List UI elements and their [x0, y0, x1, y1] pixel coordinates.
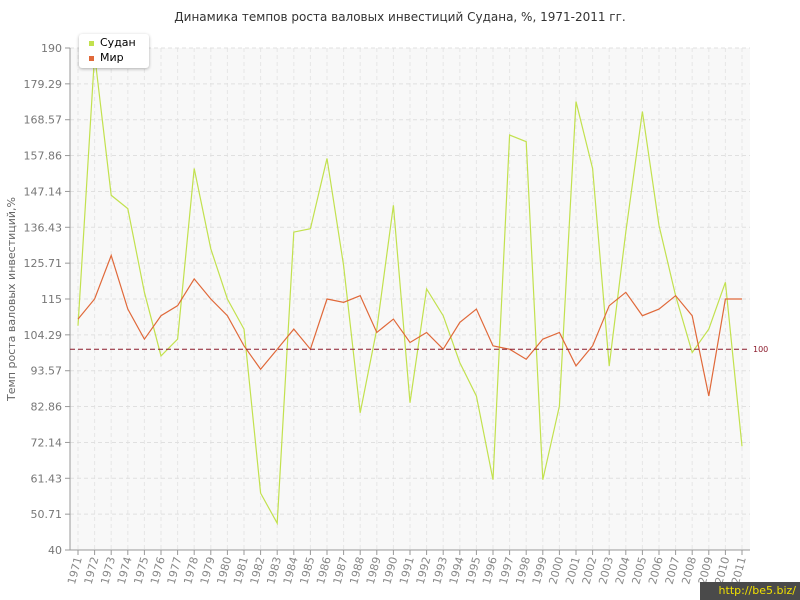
y-tick-label: 104.29	[24, 329, 63, 342]
y-tick-label: 136.43	[24, 221, 63, 234]
watermark[interactable]: http://be5.biz/	[700, 582, 800, 600]
y-tick-label: 61.43	[31, 472, 63, 485]
y-tick-label: 125.71	[24, 257, 63, 270]
series-line-world	[77, 253, 742, 397]
y-tick-label: 82.86	[31, 401, 63, 414]
y-tick-label: 115	[41, 293, 62, 306]
reference-line-label: 100	[753, 345, 768, 354]
chart-title: Динамика темпов роста валовых инвестиций…	[174, 10, 626, 24]
legend-label-sudan: Судан	[100, 36, 136, 49]
y-tick-label: 72.14	[31, 436, 63, 449]
legend-swatch-world	[89, 55, 94, 61]
legend-item-world[interactable]: Мир	[89, 51, 124, 65]
y-tick-label: 93.57	[31, 365, 63, 378]
legend: Судан Мир	[79, 34, 149, 68]
legend-label-world: Мир	[100, 51, 124, 64]
y-tick-label: 168.57	[24, 114, 63, 127]
y-tick-label: 179.29	[24, 78, 63, 91]
y-tick-label: 190	[41, 42, 62, 55]
legend-item-sudan[interactable]: Судан	[89, 36, 136, 50]
y-tick-label: 147.14	[24, 185, 63, 198]
series-line-sudan	[77, 54, 743, 526]
y-tick-label: 157.86	[24, 150, 63, 163]
legend-swatch-sudan	[89, 40, 94, 46]
y-tick-label: 50.71	[31, 508, 63, 521]
y-tick-label: 40	[48, 544, 62, 557]
y-axis-label: Темп роста валовых инвестиций,%	[5, 197, 18, 402]
